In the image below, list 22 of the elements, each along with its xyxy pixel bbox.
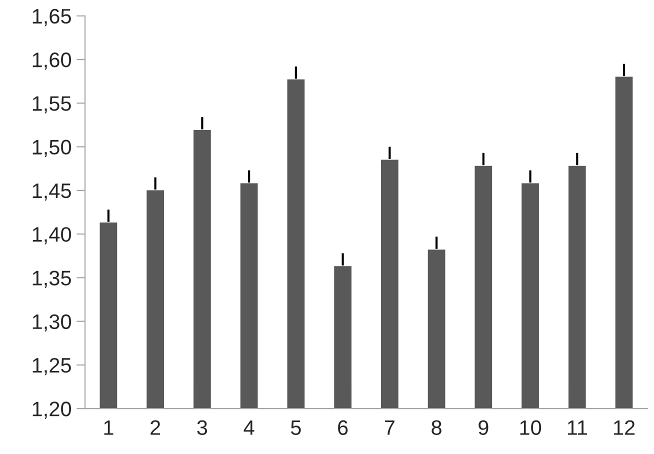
x-tick-label: 9: [478, 420, 488, 436]
y-tick-label: 1,45: [32, 184, 71, 201]
x-tick-label: 11: [568, 420, 587, 435]
y-tick-label: 1,30: [32, 314, 72, 332]
x-tick-label: 3: [197, 420, 208, 436]
x-tick-label: 4: [244, 420, 254, 435]
x-tick-label: 12: [614, 420, 635, 435]
x-tick-label: 7: [384, 420, 394, 435]
x-tick-label: 1: [104, 420, 114, 435]
x-tick-label: 8: [432, 420, 442, 436]
x-tick-label: 10: [520, 420, 542, 436]
y-tick-label: 1,60: [32, 52, 72, 70]
y-tick-label: 1,55: [32, 96, 71, 114]
y-tick-label: 1,65: [32, 8, 71, 26]
y-tick-label: 1,50: [32, 140, 72, 158]
y-tick-label: 1,25: [32, 358, 71, 376]
y-tick-label: 1,35: [32, 270, 71, 288]
y-tick-label: 1,40: [32, 227, 72, 244]
x-tick-label: 6: [338, 420, 348, 436]
y-tick-label: 1,20: [32, 402, 72, 419]
x-tick-label: 2: [150, 420, 160, 435]
x-tick-label: 5: [290, 420, 301, 436]
